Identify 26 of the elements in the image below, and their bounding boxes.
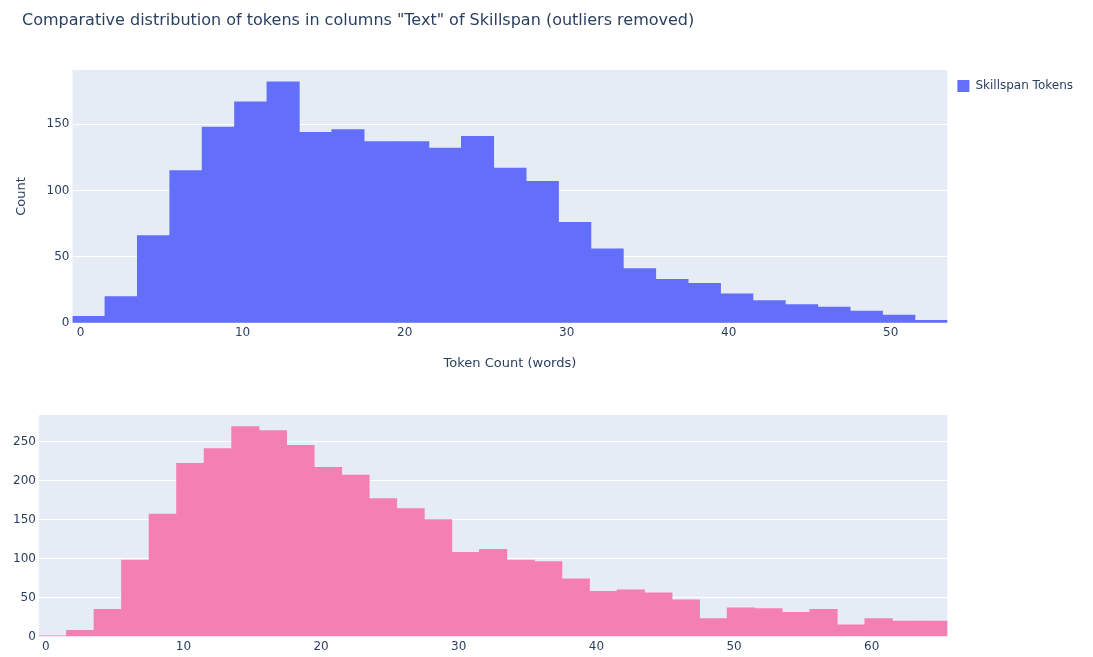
y-axis-title: Count xyxy=(13,177,29,216)
x-tick-label: 40 xyxy=(588,638,605,653)
x-axis-title: Token Count (words) xyxy=(442,354,577,370)
y-tick-label: 100 xyxy=(46,182,70,197)
y-tick-label: 50 xyxy=(54,248,70,263)
y-tick-label: 200 xyxy=(13,472,36,487)
x-tick-label: 0 xyxy=(76,325,85,340)
x-tick-label: 60 xyxy=(864,638,880,653)
x-tick-label: 30 xyxy=(451,638,467,653)
x-tick-label: 50 xyxy=(726,638,742,653)
y-tick-label: 150 xyxy=(46,116,70,131)
x-tick-label: 40 xyxy=(721,325,737,340)
y-tick-label: 100 xyxy=(13,550,36,565)
x-tick-label: 50 xyxy=(883,325,899,340)
y-tick-label: 150 xyxy=(13,511,36,526)
x-tick-label: 20 xyxy=(397,325,413,340)
y-tick-label: 0 xyxy=(61,315,70,330)
y-tick-label: 250 xyxy=(13,433,36,448)
chart-title: Comparative distribution of tokens in columns "Text" of Skillspan (outliers removed) xyxy=(22,10,695,29)
x-tick-label: 10 xyxy=(175,638,192,653)
x-tick-label: 30 xyxy=(559,325,575,340)
legend-label: Skillspan Tokens xyxy=(975,78,1073,93)
y-tick-label: 50 xyxy=(20,589,36,604)
y-tick-label: 0 xyxy=(28,628,36,643)
x-tick-label: 20 xyxy=(313,638,329,653)
x-tick-label: 10 xyxy=(234,325,251,340)
